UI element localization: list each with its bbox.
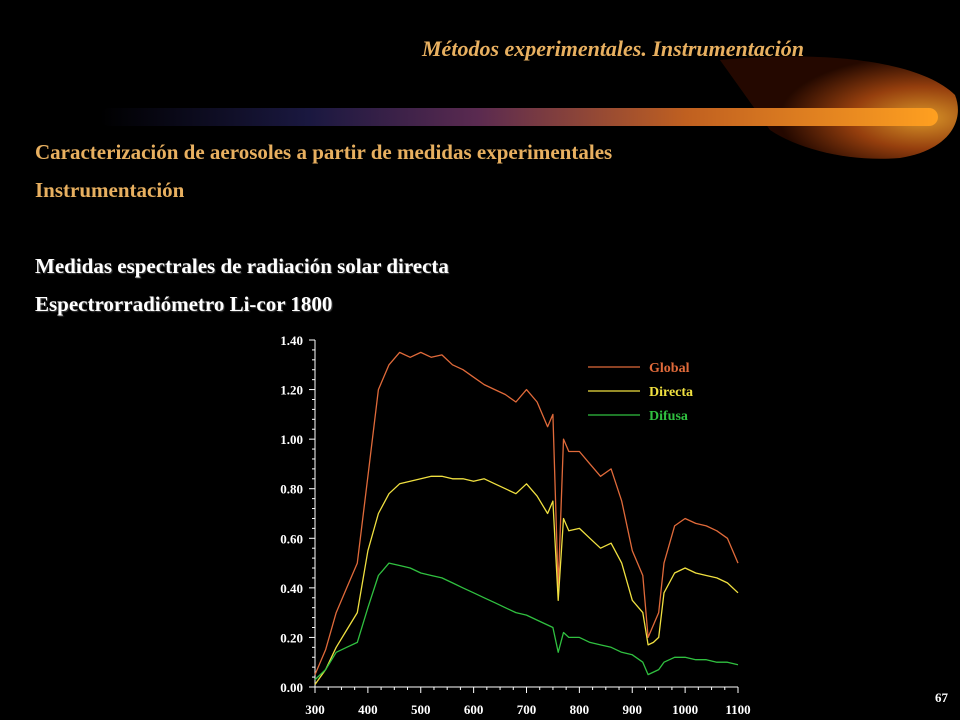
x-tick-label: 1000	[672, 702, 698, 717]
chart-series	[314, 351, 739, 685]
y-tick-label: 0.60	[280, 531, 303, 546]
subtitle-aerosols: Caracterización de aerosoles a partir de…	[35, 140, 613, 164]
x-tick-label: 500	[411, 702, 431, 717]
y-tick-label: 1.20	[280, 383, 303, 398]
x-tick-label: 600	[464, 702, 484, 717]
x-tick-label: 800	[570, 702, 590, 717]
chart-axes: 0.00 0.20 0.40 0.60 0.80 1.00 1.20 1.40 300 400 50…	[280, 333, 750, 717]
y-tick-label: 0.80	[280, 482, 303, 497]
y-tick-label: 1.40	[280, 333, 303, 348]
y-tick-label: 0.40	[280, 581, 303, 596]
x-tick-label: 1100	[725, 702, 750, 717]
y-tick-label: 0.00	[280, 680, 303, 695]
x-tick-label: 300	[305, 702, 325, 717]
series-line-directa	[314, 475, 739, 685]
x-tick-label: 700	[517, 702, 537, 717]
legend-label: Directa	[649, 385, 693, 400]
series-line-global	[314, 351, 739, 675]
subtitle-measurements: Medidas espectrales de radiación solar d…	[35, 254, 449, 278]
legend-label: Global	[649, 361, 690, 376]
y-tick-label: 1.00	[280, 432, 303, 447]
legend-label: Difusa	[649, 409, 688, 424]
x-tick-label: 900	[623, 702, 643, 717]
header-swoosh	[100, 56, 958, 159]
y-tick-label: 0.20	[280, 630, 303, 645]
page-number: 67	[935, 690, 948, 705]
series-line-difusa	[314, 562, 739, 681]
slide-title: Métodos experimentales. Instrumentación	[422, 36, 804, 61]
subtitle-instrument: Espectrorradiómetro Li-cor 1800	[35, 292, 333, 316]
subtitle-instrumentation: Instrumentación	[35, 178, 185, 202]
x-tick-label: 400	[358, 702, 378, 717]
spectral-chart: 0.00 0.20 0.40 0.60 0.80 1.00 1.20 1.40 300 400 50…	[280, 333, 750, 717]
chart-legend: Global Directa Difusa	[588, 361, 693, 424]
